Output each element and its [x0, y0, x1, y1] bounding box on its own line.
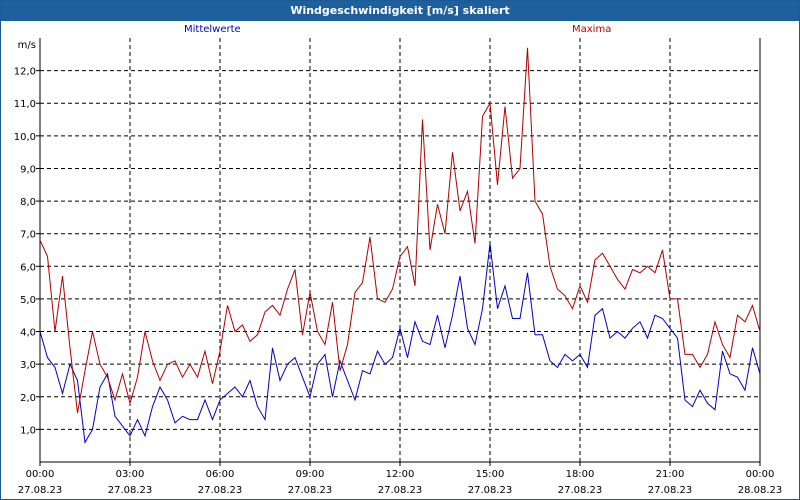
x-tick-date: 28.08.23 [738, 485, 783, 496]
y-tick-label: 1,0 [20, 425, 36, 436]
y-tick-label: 7,0 [20, 230, 36, 241]
y-tick-label: 11,0 [14, 99, 36, 110]
y-tick-label: 2,0 [20, 393, 36, 404]
x-tick-time: 00:00 [746, 469, 775, 480]
x-tick-date: 27.08.23 [18, 485, 63, 496]
x-tick-time: 12:00 [386, 469, 415, 480]
y-tick-label: 8,0 [20, 197, 36, 208]
x-tick-time: 18:00 [566, 469, 595, 480]
series-line-mittelwerte [39, 243, 761, 444]
y-tick-label: 10,0 [14, 132, 36, 143]
series-line-maxima [39, 47, 761, 414]
x-tick-date: 27.08.23 [198, 485, 243, 496]
y-tick-label: 5,0 [20, 295, 36, 306]
x-tick-time: 21:00 [656, 469, 685, 480]
legend-maxima: Maxima [572, 24, 612, 35]
y-tick-label: 9,0 [20, 164, 36, 175]
x-tick-time: 00:00 [26, 469, 55, 480]
y-tick-label: 6,0 [20, 262, 36, 273]
x-tick-time: 03:00 [116, 469, 145, 480]
y-tick-label: 4,0 [20, 328, 36, 339]
y-tick-label: 3,0 [20, 360, 36, 371]
x-tick-date: 27.08.23 [378, 485, 423, 496]
x-tick-time: 06:00 [206, 469, 235, 480]
y-tick-label: 12,0 [14, 67, 36, 78]
x-tick-date: 27.08.23 [558, 485, 603, 496]
x-tick-time: 15:00 [476, 469, 505, 480]
legend-mittelwerte: Mittelwerte [184, 24, 241, 35]
x-tick-time: 09:00 [296, 469, 325, 480]
y-axis-unit: m/s [18, 40, 36, 51]
x-tick-date: 27.08.23 [648, 485, 693, 496]
x-tick-date: 27.08.23 [288, 485, 333, 496]
x-tick-date: 27.08.23 [468, 485, 513, 496]
window-title: Windgeschwindigkeit [m/s] skaliert [1, 1, 799, 21]
x-tick-date: 27.08.23 [108, 485, 153, 496]
